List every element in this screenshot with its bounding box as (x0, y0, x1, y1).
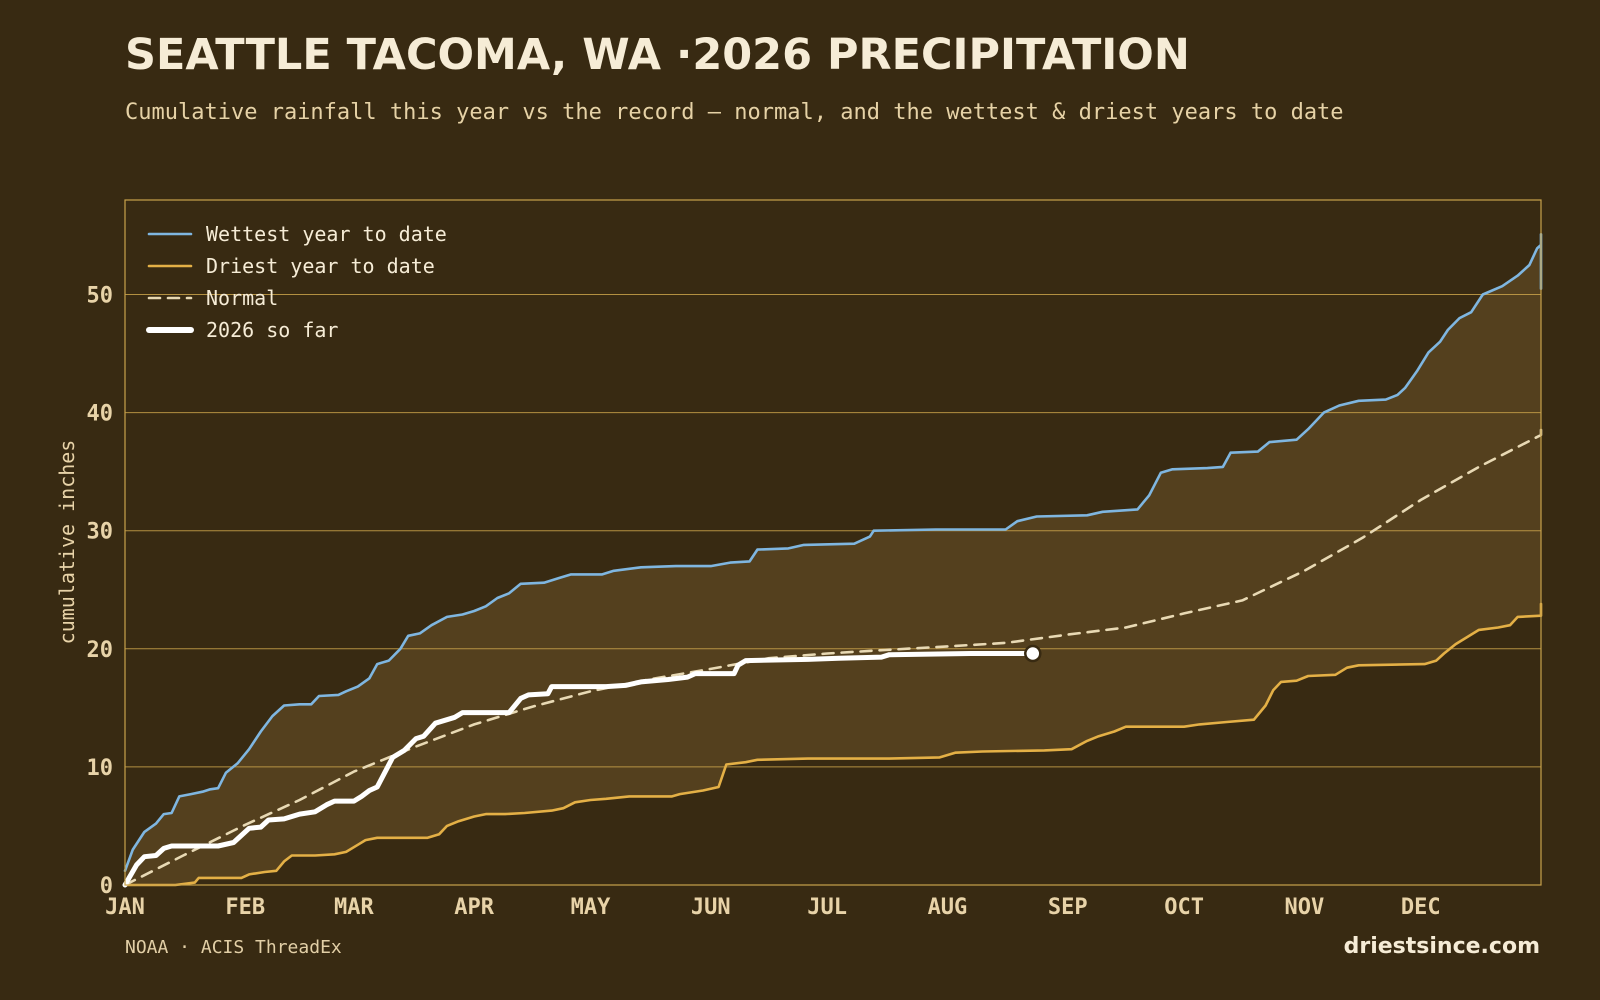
plot-frame (124, 199, 1542, 886)
page-subtitle: Cumulative rainfall this year vs the rec… (125, 100, 1344, 125)
series-line-normal (123, 427, 1543, 887)
x-tick-label-jun: JUN (691, 895, 731, 920)
site-link[interactable]: driestsince.com (1343, 934, 1540, 959)
legend-label-normal: Normal (206, 286, 278, 310)
y-tick-label: 20 (87, 638, 114, 663)
series-layer (122, 233, 1543, 888)
x-tick-label-feb: FEB (225, 895, 265, 920)
y-tick-label: 0 (100, 874, 113, 899)
current-value-marker (1024, 644, 1042, 663)
x-tick-label-nov: NOV (1284, 895, 1324, 920)
legend-label-2026-so-far: 2026 so far (206, 318, 338, 342)
series-line-2026-so-far (122, 651, 1036, 888)
legend-label-driest-year-to-date: Driest year to date (206, 254, 435, 278)
x-tick-label-may: MAY (571, 895, 611, 920)
legend-label-wettest-year-to-date: Wettest year to date (206, 222, 447, 246)
x-tick-label-sep: SEP (1048, 895, 1088, 920)
axis-layer: 0 10 20 30 40 50 JAN FEB MAR APR MAY JUN JUL AUG SEP OC… (55, 199, 1542, 920)
x-tick-label-oct: OCT (1164, 895, 1204, 920)
y-axis-label: cumulative inches (55, 440, 79, 645)
x-tick-label-aug: AUG (928, 895, 968, 920)
y-tick-label: 30 (87, 520, 114, 545)
x-tick-label-jul: JUL (807, 895, 847, 920)
series-line-wettest-year-to-date (123, 233, 1543, 873)
y-tick-label: 40 (87, 402, 114, 427)
data-source-credit: NOAA · ACIS ThreadEx (125, 937, 342, 958)
series-line-driest-year-to-date (123, 602, 1543, 887)
legend: Wettest year to date Driest year to date N… (146, 222, 447, 342)
page-title: SEATTLE TACOMA, WA ·2026 PRECIPITATION (125, 30, 1190, 80)
x-tick-label-dec: DEC (1401, 895, 1441, 920)
y-tick-label: 10 (87, 756, 114, 781)
gridlines-layer (125, 293, 1541, 768)
x-tick-label-jan: JAN (105, 895, 145, 920)
y-tick-label: 50 (87, 283, 114, 308)
x-tick-label-mar: MAR (334, 895, 374, 920)
x-tick-label-apr: APR (454, 895, 494, 920)
